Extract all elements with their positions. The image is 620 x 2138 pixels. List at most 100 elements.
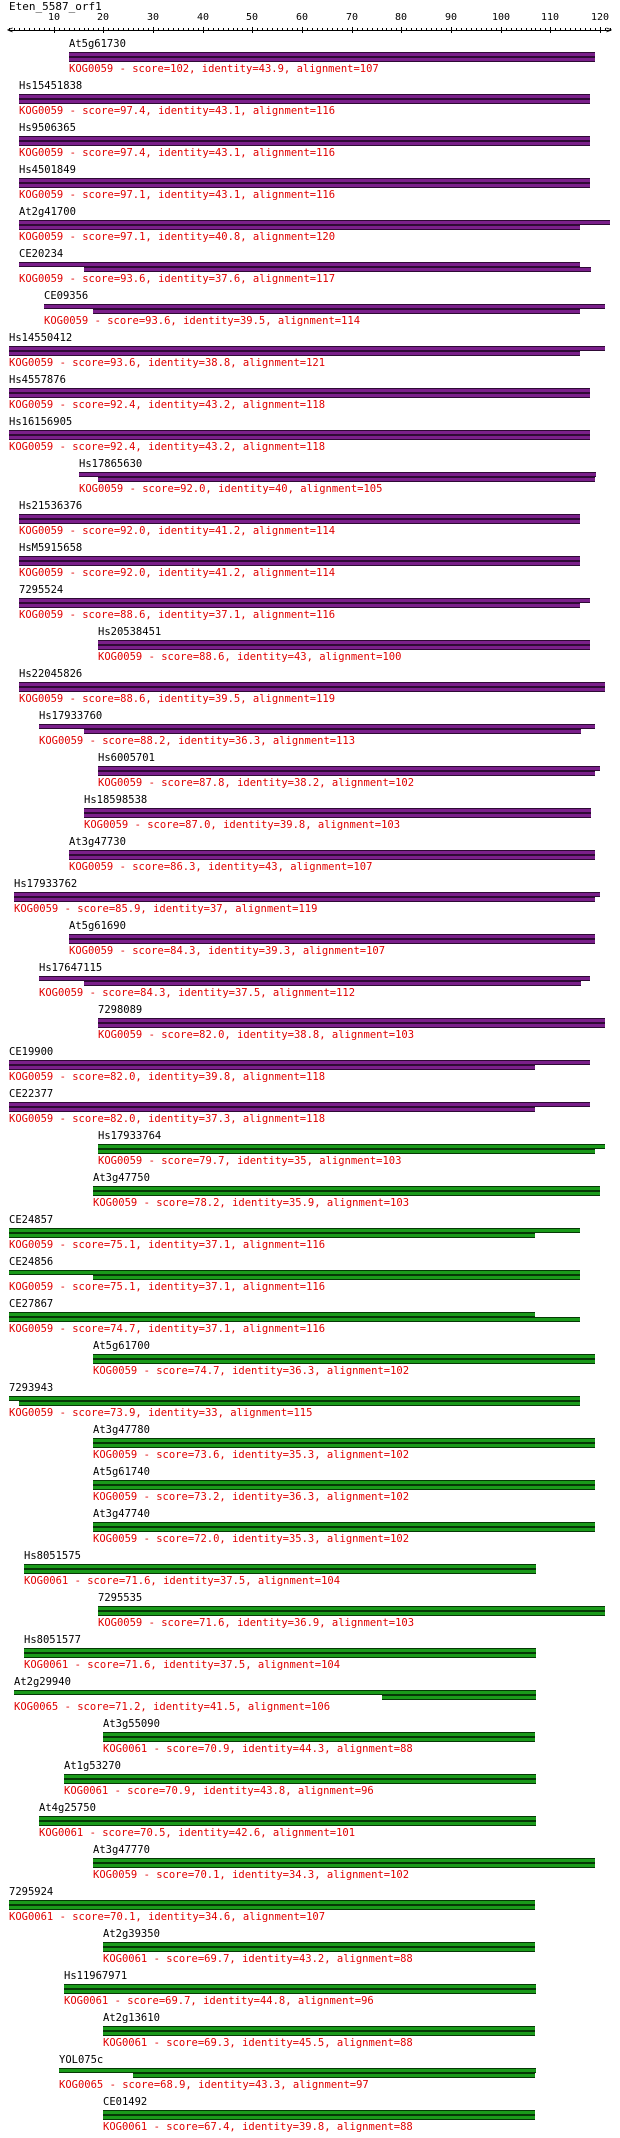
hit-row[interactable]: At3g47730 KOG0059 - score=86.3, identity=… [0,836,620,878]
hit-row[interactable]: CE27867 KOG0059 - score=74.7, identity=37… [0,1298,620,1340]
hit-name[interactable]: Hs17647115 [39,962,103,974]
hit-row[interactable]: 7295924 KOG0061 - score=70.1, identity=34… [0,1886,620,1928]
hit-row[interactable]: Hs6005701 KOG0059 - score=87.8, identity=… [0,752,620,794]
hit-name[interactable]: At1g53270 [64,1760,121,1772]
hit-name[interactable]: Hs6005701 [98,752,155,764]
hit-name[interactable]: CE09356 [44,290,89,302]
hit-row[interactable]: At1g53270 KOG0061 - score=70.9, identity=… [0,1760,620,1802]
hit-name[interactable]: 7298089 [98,1004,143,1016]
hit-name[interactable]: At5g61730 [69,38,126,50]
hit-row[interactable]: Hs8051577 KOG0061 - score=71.6, identity=… [0,1634,620,1676]
hit-row[interactable]: Hs20538451 KOG0059 - score=88.6, identity… [0,626,620,668]
hit-name[interactable]: CE19900 [9,1046,54,1058]
hit-name[interactable]: At2g41700 [19,206,76,218]
hit-row[interactable]: Hs17865630 KOG0059 - score=92.0, identity… [0,458,620,500]
hit-name[interactable]: At5g61700 [93,1340,150,1352]
hit-name[interactable]: CE27867 [9,1298,54,1310]
hit-name[interactable]: Hs21536376 [19,500,83,512]
hit-name[interactable]: CE24857 [9,1214,54,1226]
hit-row[interactable]: At2g13610 KOG0061 - score=69.3, identity=… [0,2012,620,2054]
hit-name[interactable]: HsM5915658 [19,542,83,554]
hit-row[interactable]: CE24856 KOG0059 - score=75.1, identity=37… [0,1256,620,1298]
hit-row[interactable]: At2g41700 KOG0059 - score=97.1, identity=… [0,206,620,248]
hit-name[interactable]: Hs17865630 [79,458,143,470]
hit-row[interactable]: At4g25750 KOG0061 - score=70.5, identity=… [0,1802,620,1844]
hit-row[interactable]: At3g55090 KOG0061 - score=70.9, identity=… [0,1718,620,1760]
hit-name[interactable]: 7295924 [9,1886,54,1898]
hit-row[interactable]: CE01492 KOG0061 - score=67.4, identity=39… [0,2096,620,2138]
hit-name[interactable]: Hs17933760 [39,710,103,722]
hit-name[interactable]: Hs16156905 [9,416,73,428]
hit-row[interactable]: At3g47750 KOG0059 - score=78.2, identity=… [0,1172,620,1214]
hit-row[interactable]: 7293943 KOG0059 - score=73.9, identity=33… [0,1382,620,1424]
hit-name[interactable]: Hs9506365 [19,122,76,134]
hit-name[interactable]: 7293943 [9,1382,54,1394]
hit-name[interactable]: YOL075c [59,2054,104,2066]
hit-name[interactable]: Hs17933764 [98,1130,162,1142]
hit-row[interactable]: At3g47780 KOG0059 - score=73.6, identity=… [0,1424,620,1466]
hit-name[interactable]: At4g25750 [39,1802,96,1814]
hit-row[interactable]: At5g61700 KOG0059 - score=74.7, identity=… [0,1340,620,1382]
hit-row[interactable]: Hs4557876 KOG0059 - score=92.4, identity=… [0,374,620,416]
hit-name[interactable]: Hs4501849 [19,164,76,176]
hit-name[interactable]: At3g47770 [93,1844,150,1856]
hit-name[interactable]: At2g39350 [103,1928,160,1940]
hit-name[interactable]: At5g61690 [69,920,126,932]
hit-name[interactable]: At3g55090 [103,1718,160,1730]
hit-row[interactable]: At5g61690 KOG0059 - score=84.3, identity=… [0,920,620,962]
hit-row[interactable]: Hs18598538 KOG0059 - score=87.0, identity… [0,794,620,836]
hit-name[interactable]: At3g47730 [69,836,126,848]
hit-row[interactable]: CE20234 KOG0059 - score=93.6, identity=37… [0,248,620,290]
hit-row[interactable]: CE24857 KOG0059 - score=75.1, identity=37… [0,1214,620,1256]
hit-name[interactable]: At2g13610 [103,2012,160,2024]
hit-row[interactable]: 7298089 KOG0059 - score=82.0, identity=38… [0,1004,620,1046]
hit-name[interactable]: Hs15451838 [19,80,83,92]
hit-name[interactable]: Hs8051577 [24,1634,81,1646]
hit-row[interactable]: Hs17933760 KOG0059 - score=88.2, identity… [0,710,620,752]
hit-name[interactable]: CE24856 [9,1256,54,1268]
hit-row[interactable]: Hs17933764 KOG0059 - score=79.7, identity… [0,1130,620,1172]
hit-row[interactable]: At2g29940 KOG0065 - score=71.2, identity=… [0,1676,620,1718]
hit-row[interactable]: 7295535 KOG0059 - score=71.6, identity=36… [0,1592,620,1634]
hit-row[interactable]: Hs14550412 KOG0059 - score=93.6, identity… [0,332,620,374]
hit-row[interactable]: CE09356 KOG0059 - score=93.6, identity=39… [0,290,620,332]
hit-name[interactable]: 7295524 [19,584,64,596]
hit-name[interactable]: CE01492 [103,2096,148,2108]
hit-name[interactable]: Hs4557876 [9,374,66,386]
hit-name[interactable]: Hs17933762 [14,878,78,890]
hit-name[interactable]: At2g29940 [14,1676,71,1688]
hit-row[interactable]: At3g47740 KOG0059 - score=72.0, identity=… [0,1508,620,1550]
hit-row[interactable]: Hs4501849 KOG0059 - score=97.1, identity=… [0,164,620,206]
hit-name[interactable]: CE22377 [9,1088,54,1100]
hit-name[interactable]: Hs20538451 [98,626,162,638]
hit-name[interactable]: Hs22045826 [19,668,83,680]
hit-row[interactable]: 7295524 KOG0059 - score=88.6, identity=37… [0,584,620,626]
hit-row[interactable]: At5g61730 KOG0059 - score=102, identity=4… [0,38,620,80]
hit-row[interactable]: Hs17933762 KOG0059 - score=85.9, identity… [0,878,620,920]
hit-name[interactable]: At3g47750 [93,1172,150,1184]
hit-row[interactable]: HsM5915658 KOG0059 - score=92.0, identity… [0,542,620,584]
hit-row[interactable]: At3g47770 KOG0059 - score=70.1, identity=… [0,1844,620,1886]
hit-name[interactable]: 7295535 [98,1592,143,1604]
hit-row[interactable]: CE19900 KOG0059 - score=82.0, identity=39… [0,1046,620,1088]
hit-row[interactable]: Hs21536376 KOG0059 - score=92.0, identity… [0,500,620,542]
hit-row[interactable]: Hs8051575 KOG0061 - score=71.6, identity=… [0,1550,620,1592]
hit-row[interactable]: At5g61740 KOG0059 - score=73.2, identity=… [0,1466,620,1508]
hit-row[interactable]: Hs16156905 KOG0059 - score=92.4, identity… [0,416,620,458]
hit-row[interactable]: Hs15451838 KOG0059 - score=97.4, identity… [0,80,620,122]
hit-name[interactable]: At3g47780 [93,1424,150,1436]
hit-name[interactable]: Hs11967971 [64,1970,128,1982]
hit-name[interactable]: Hs18598538 [84,794,148,806]
hit-name[interactable]: At5g61740 [93,1466,150,1478]
hit-row[interactable]: Hs22045826 KOG0059 - score=88.6, identity… [0,668,620,710]
hit-name[interactable]: CE20234 [19,248,64,260]
hit-row[interactable]: Hs11967971 KOG0061 - score=69.7, identity… [0,1970,620,2012]
hit-name[interactable]: At3g47740 [93,1508,150,1520]
hit-name[interactable]: Hs8051575 [24,1550,81,1562]
hit-row[interactable]: At2g39350 KOG0061 - score=69.7, identity=… [0,1928,620,1970]
hit-row[interactable]: Hs9506365 KOG0059 - score=97.4, identity=… [0,122,620,164]
hit-name[interactable]: Hs14550412 [9,332,73,344]
hit-row[interactable]: YOL075c KOG0065 - score=68.9, identity=43… [0,2054,620,2096]
hit-row[interactable]: Hs17647115 KOG0059 - score=84.3, identity… [0,962,620,1004]
hit-row[interactable]: CE22377 KOG0059 - score=82.0, identity=37… [0,1088,620,1130]
